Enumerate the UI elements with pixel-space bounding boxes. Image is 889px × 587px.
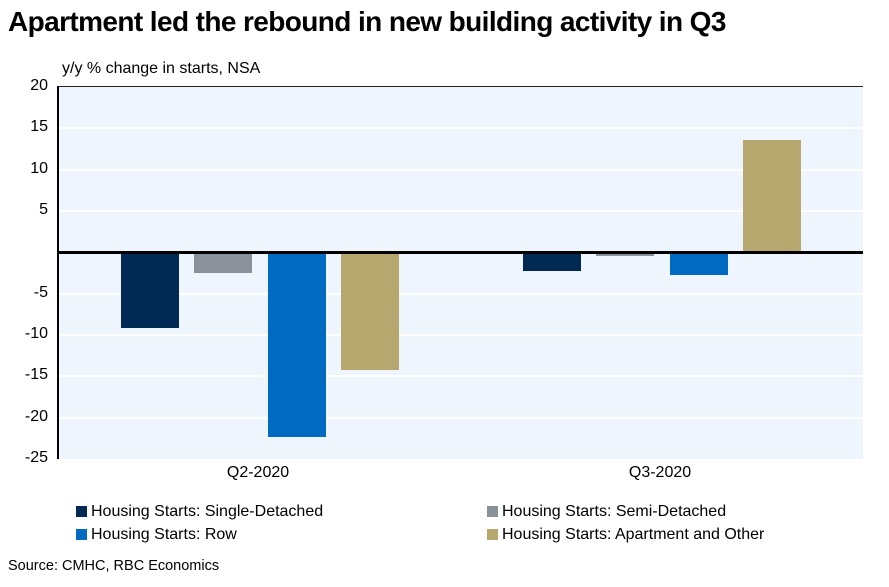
y-axis-tick-labels: 20 15 10 5 -5 -10 -15 -20 -25 [0, 77, 48, 466]
x-axis-label-q3-2020: Q3-2020 [628, 464, 692, 481]
legend-label-semi-detached: Housing Starts: Semi-Detached [502, 502, 727, 520]
x-axis-labels: Q2-2020 Q3-2020 [57, 464, 861, 486]
bar-q2-2020-single-detached [120, 252, 179, 328]
y-tick-label--20: -20 [24, 407, 48, 425]
legend-item-semi-detached: Housing Starts: Semi-Detached [487, 500, 880, 523]
bar-q2-2020-semi-detached [194, 252, 253, 273]
gridline--20 [59, 416, 863, 419]
legend-item-single-detached: Housing Starts: Single-Detached [76, 500, 487, 523]
legend-label-apartment-and-other: Housing Starts: Apartment and Other [502, 525, 765, 543]
legend-label-single-detached: Housing Starts: Single-Detached [91, 502, 324, 520]
legend-label-row: Housing Starts: Row [91, 525, 237, 543]
x-axis-label-q2-2020: Q2-2020 [226, 464, 290, 481]
bar-q2-2020-row [267, 252, 326, 437]
gridline--15 [59, 375, 863, 378]
chart-title: Apartment led the rebound in new buildin… [8, 6, 726, 37]
gridline-5 [59, 210, 863, 212]
gridline-15 [59, 127, 863, 130]
y-tick-label--25: -25 [24, 449, 48, 466]
legend-item-row: Housing Starts: Row [76, 523, 487, 546]
legend-marker-row [76, 529, 87, 540]
legend-marker-single-detached [76, 506, 87, 517]
gridline--10 [59, 334, 863, 336]
bar-q3-2020-semi-detached [596, 252, 655, 257]
bar-q3-2020-single-detached [522, 252, 581, 272]
legend: Housing Starts: Single-Detached Housing S… [0, 500, 880, 546]
gridline--5 [59, 292, 863, 295]
y-tick-label--5: -5 [33, 283, 48, 301]
zero-axis-line [57, 251, 863, 255]
y-tick-label-10: 10 [30, 159, 48, 177]
y-tick-label-20: 20 [30, 77, 48, 94]
bar-q2-2020-apartment-and-other [341, 252, 400, 370]
y-tick-label--10: -10 [24, 325, 48, 342]
gridline-10 [59, 168, 863, 171]
legend-marker-semi-detached [487, 506, 498, 517]
bar-q3-2020-row [669, 252, 728, 275]
plot-area [57, 86, 863, 459]
legend-marker-apartment-and-other [487, 529, 498, 540]
y-axis-units-label: y/y % change in starts, NSA [62, 60, 261, 77]
source-note: Source: CMHC, RBC Economics [8, 558, 220, 574]
legend-item-apartment-and-other: Housing Starts: Apartment and Other [487, 523, 880, 546]
y-tick-label-15: 15 [30, 118, 48, 136]
y-tick-label-5: 5 [39, 201, 48, 218]
y-tick-label--15: -15 [24, 366, 48, 384]
bar-q3-2020-apartment-and-other [743, 139, 802, 253]
